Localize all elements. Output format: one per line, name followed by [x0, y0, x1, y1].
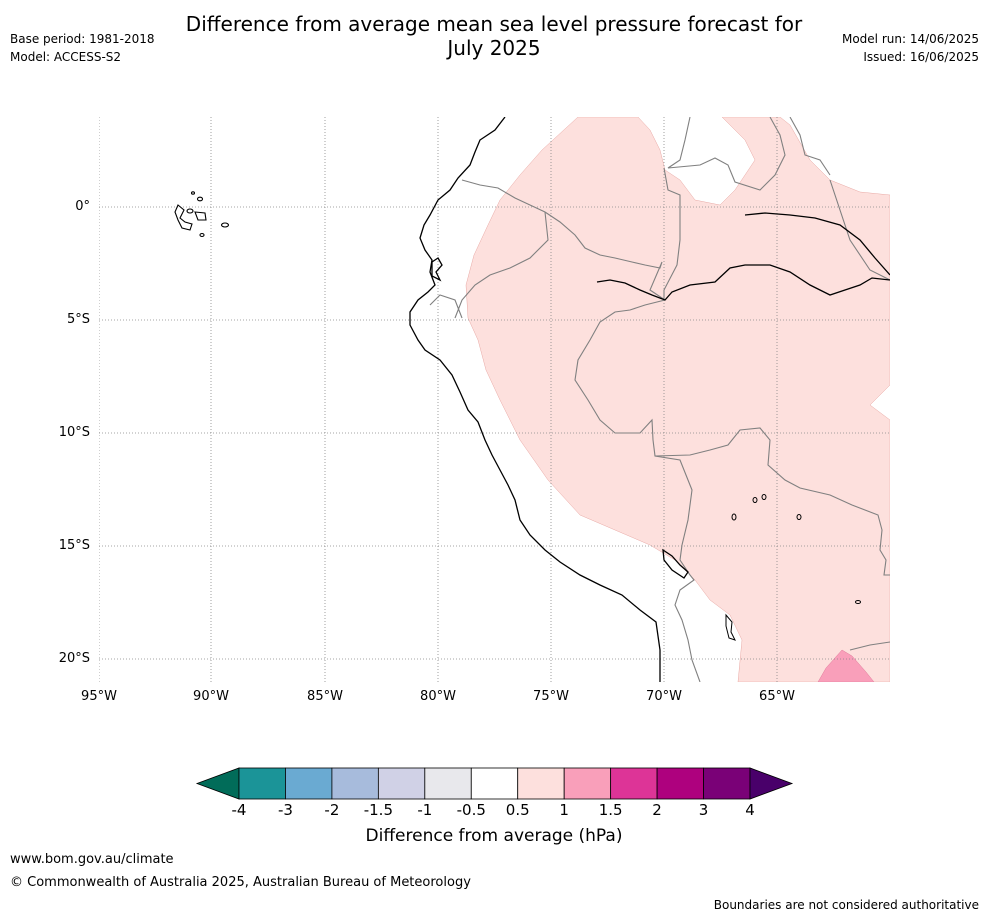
colorbar-tick-label: -3 — [277, 801, 293, 819]
colorbar-tick-label: -2 — [324, 801, 340, 819]
colorbar-tick-label: 1 — [559, 801, 569, 819]
meta-right: Model run: 14/06/2025 Issued: 16/06/2025 — [842, 30, 979, 66]
small-lakes — [725, 494, 861, 641]
website-link[interactable]: www.bom.gov.au/climate — [10, 852, 174, 867]
colorbar-swatch — [470, 767, 519, 800]
meta-left: Base period: 1981-2018 Model: ACCESS-S2 — [10, 30, 155, 66]
lon-label-70w: 70°W — [646, 689, 682, 704]
lat-label-20s: 20°S — [58, 651, 90, 666]
coastlines — [409, 117, 890, 682]
lat-label-15s: 15°S — [58, 538, 90, 553]
colorbar-swatch — [377, 767, 426, 800]
map-content — [99, 117, 890, 682]
colorbar-tick-label: -1.5 — [363, 801, 393, 819]
lon-label-65w: 65°W — [759, 689, 795, 704]
lat-label-5s: 5°S — [66, 312, 90, 327]
title-line-1: Difference from average mean sea level p… — [185, 12, 803, 36]
colorbar-swatch — [517, 767, 565, 800]
colorbar-swatch — [331, 767, 379, 800]
lat-label-10s: 10°S — [58, 425, 90, 440]
colorbar-extend-low — [195, 767, 240, 800]
colorbar-tick-label: 1.5 — [598, 801, 623, 819]
lon-label-75w: 75°W — [533, 689, 569, 704]
colorbar-tick-label: -1 — [417, 801, 433, 819]
lon-label-95w: 95°W — [81, 689, 117, 704]
title-line-2: July 2025 — [447, 36, 541, 60]
colorbar-title: Difference from average (hPa) — [365, 826, 623, 846]
lon-label-85w: 85°W — [307, 689, 343, 704]
colorbar-swatch — [424, 767, 472, 800]
anomaly-region-light-pink — [465, 117, 890, 682]
galapagos-islands — [174, 191, 230, 238]
issued-text: Issued: 16/06/2025 — [863, 50, 979, 64]
anomaly-region-pink — [817, 649, 875, 682]
colorbar-tick-label: 4 — [745, 801, 755, 819]
country-borders — [429, 117, 890, 682]
model-run-text: Model run: 14/06/2025 — [841, 32, 979, 46]
colorbar-tick-label: 2 — [652, 801, 662, 819]
colorbar-tick-label: 0.5 — [505, 801, 530, 819]
colorbar-swatch — [703, 767, 751, 800]
colorbar-extend-high — [749, 767, 794, 800]
lat-label-0: 0° — [75, 199, 90, 214]
chart-title: Difference from average mean sea level p… — [0, 12, 988, 60]
colorbar-swatch — [285, 767, 333, 800]
colorbar-swatch — [656, 767, 704, 800]
lon-label-80w: 80°W — [420, 689, 456, 704]
graticule — [99, 117, 890, 682]
model-text: Model: ACCESS-S2 — [10, 50, 122, 64]
copyright-text: © Commonwealth of Australia 2025, Austra… — [10, 875, 471, 890]
lon-label-90w: 90°W — [193, 689, 229, 704]
colorbar-swatch — [563, 767, 612, 800]
colorbar-swatch — [610, 767, 658, 800]
colorbar-swatch — [238, 767, 286, 800]
colorbar-swatches — [195, 767, 794, 800]
colorbar-tick-label: -4 — [231, 801, 247, 819]
colorbar-tick-label: -0.5 — [456, 801, 486, 819]
colorbar-tick-label: 3 — [698, 801, 709, 819]
disclaimer-text: Boundaries are not considered authoritat… — [713, 898, 979, 912]
base-period-text: Base period: 1981-2018 — [10, 32, 155, 46]
